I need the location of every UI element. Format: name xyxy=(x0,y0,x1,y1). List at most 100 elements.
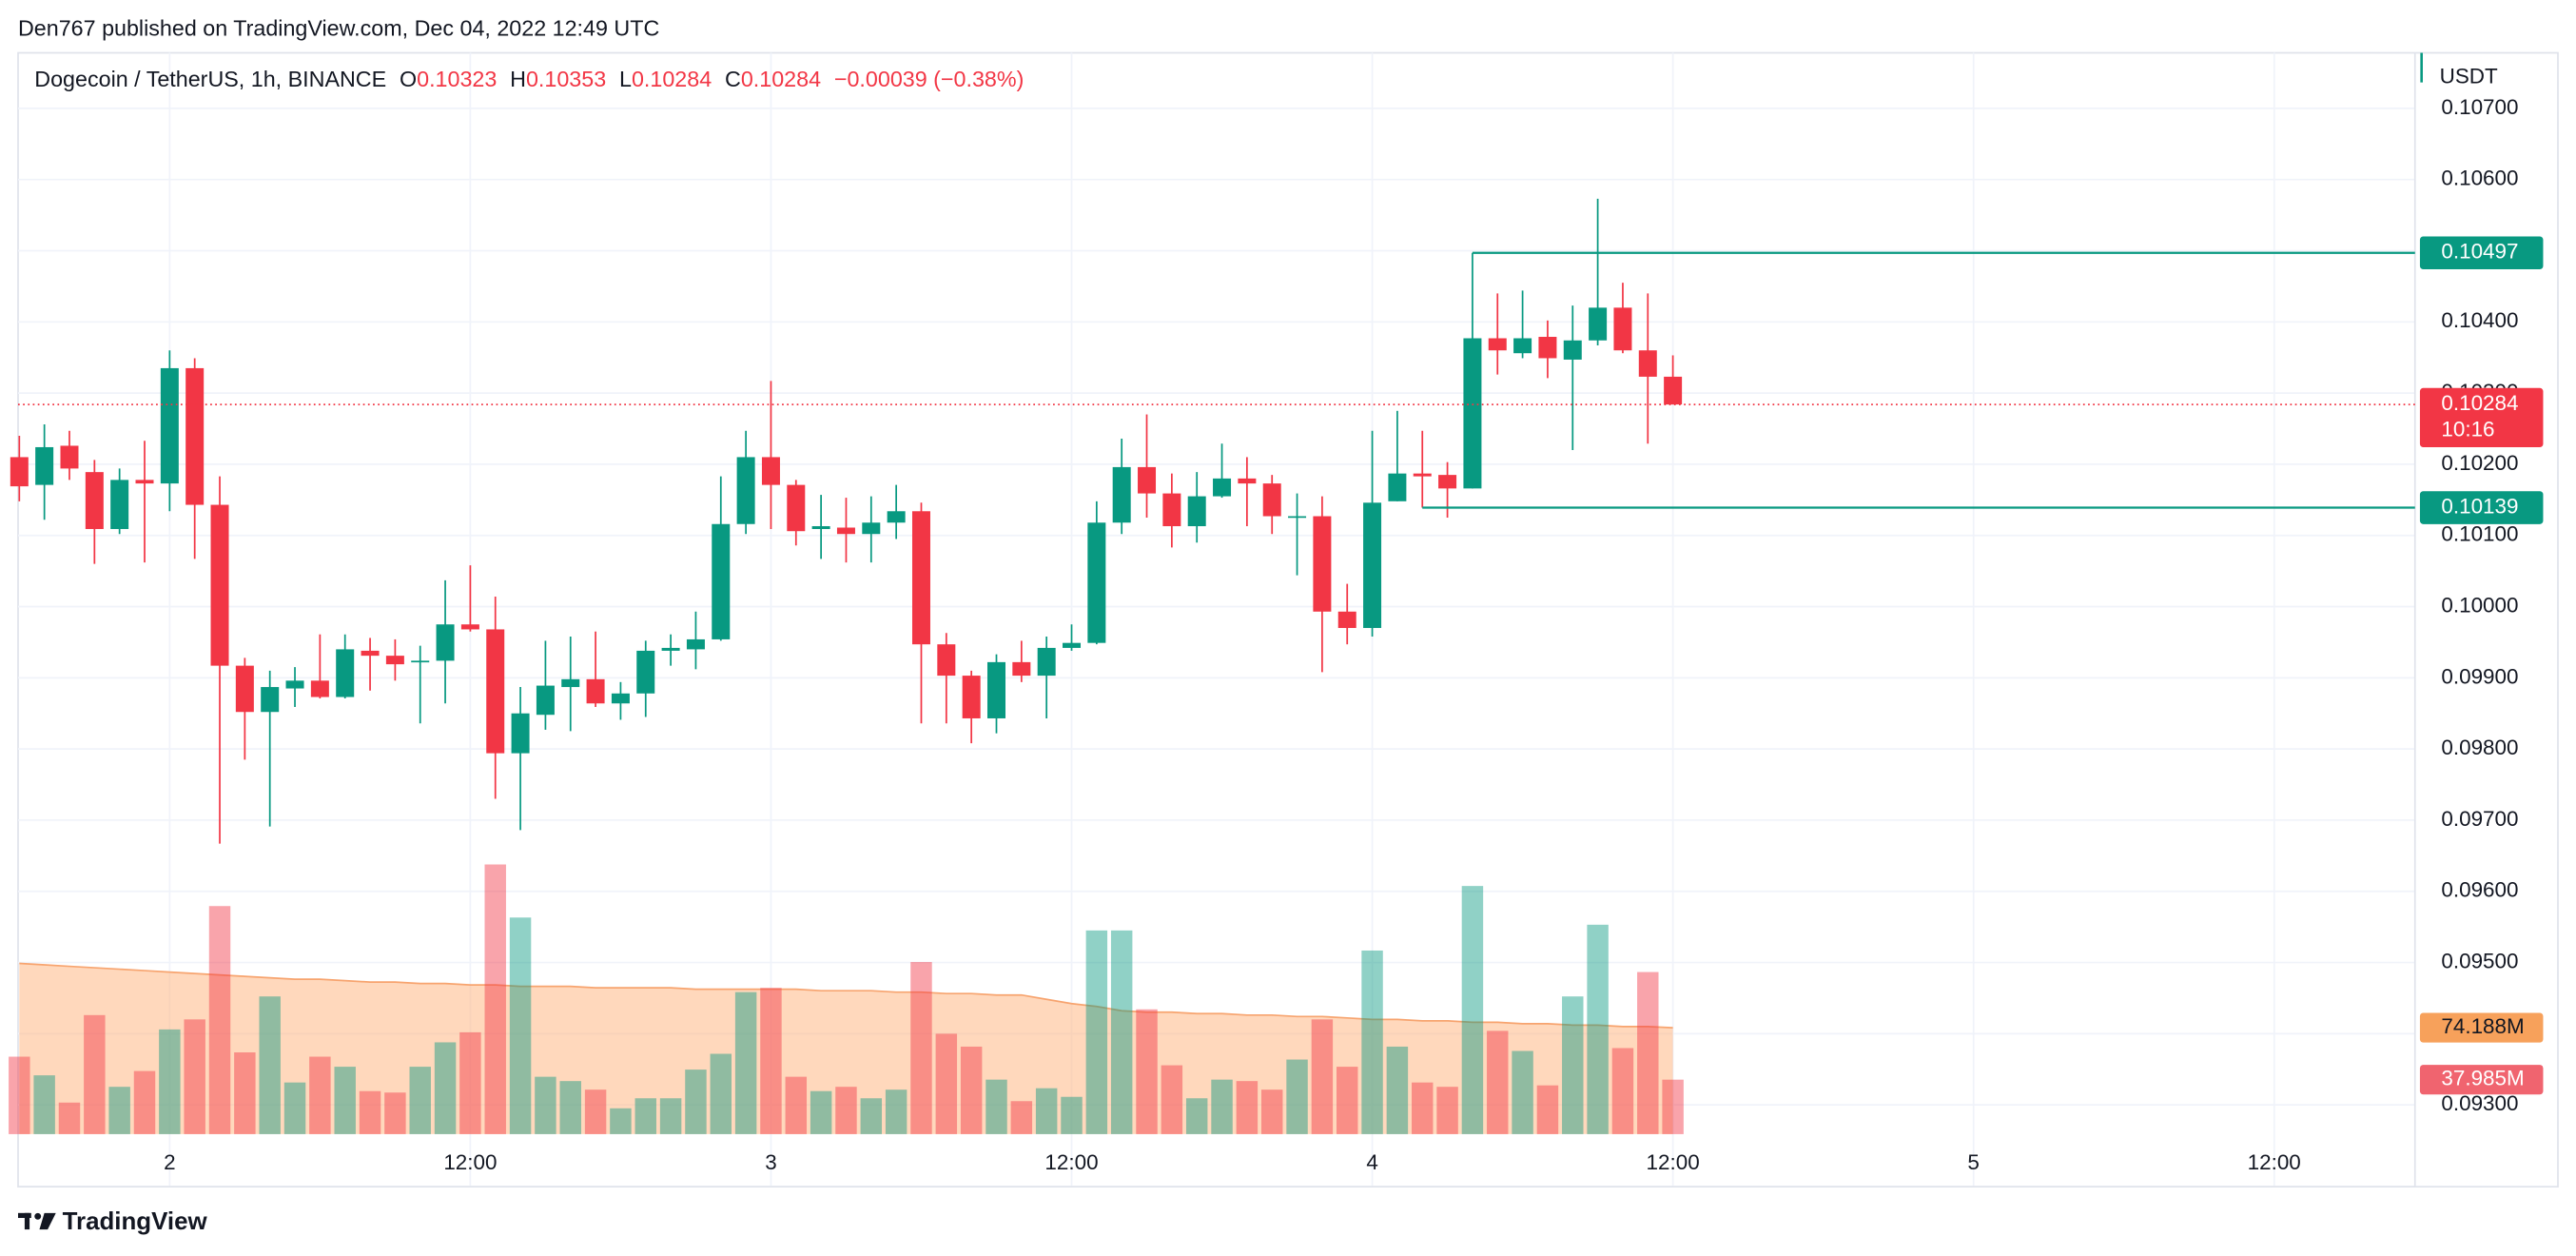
candle-body xyxy=(937,644,956,677)
volume-bar xyxy=(1536,1085,1559,1134)
candle-body xyxy=(611,693,630,704)
candle-body xyxy=(185,367,205,505)
volume-bar xyxy=(1611,1048,1634,1134)
candle-body xyxy=(1538,337,1557,359)
candle-body xyxy=(1238,478,1257,484)
candle-body xyxy=(887,511,906,523)
candle-body xyxy=(1664,376,1683,405)
volume-bar xyxy=(910,962,932,1134)
volume-bar xyxy=(1361,950,1383,1134)
candle-body xyxy=(586,678,605,704)
y-tick-label: 0.10400 xyxy=(2441,308,2518,332)
volume-bar xyxy=(384,1092,406,1134)
brand: TradingView xyxy=(63,1208,208,1235)
volume-bar xyxy=(885,1089,907,1134)
price-tag xyxy=(2419,236,2544,270)
logo-part xyxy=(34,1212,42,1220)
last-price-label: 0.10284 xyxy=(2441,391,2518,415)
candle-body xyxy=(1613,307,1632,351)
volume-bar xyxy=(1662,1079,1684,1134)
volume-bar xyxy=(960,1046,983,1134)
volume-bar xyxy=(535,1076,556,1134)
candle-body xyxy=(761,457,780,485)
volume-bar xyxy=(1337,1067,1358,1134)
volume-bar xyxy=(1386,1046,1409,1134)
logo-part xyxy=(39,1212,56,1230)
volume-bar xyxy=(986,1079,1007,1134)
volume-bar xyxy=(1260,1089,1283,1134)
volume-ma-label: 74.188M xyxy=(2441,1014,2524,1038)
volume-bar xyxy=(1010,1101,1033,1134)
candle-body xyxy=(862,522,881,535)
y-tick-label: 0.10200 xyxy=(2441,451,2518,475)
volume-tag xyxy=(2419,1065,2544,1095)
candle-body xyxy=(811,525,830,529)
price-tag-label: 0.10139 xyxy=(2441,494,2518,518)
candle-body xyxy=(1313,516,1332,612)
countdown-label: 10:16 xyxy=(2441,418,2494,442)
legend: Dogecoin / TetherUS, 1h, BINANCE O0.10323… xyxy=(34,67,1024,91)
candle-body xyxy=(712,523,731,639)
volume-bar xyxy=(1035,1088,1058,1134)
volume-bar xyxy=(334,1067,356,1134)
volume-bar xyxy=(133,1070,156,1134)
candle-body xyxy=(1488,338,1507,351)
candle-body xyxy=(1589,307,1608,341)
candle-body xyxy=(361,650,380,657)
volume-bar xyxy=(734,991,757,1134)
brand-logo xyxy=(17,1212,56,1230)
volume-bar xyxy=(1487,1030,1509,1134)
volume-bar xyxy=(434,1042,457,1134)
legend-value: 0.10323 xyxy=(417,67,497,91)
volume-bar xyxy=(1512,1050,1533,1134)
candle-body xyxy=(1112,466,1131,523)
candle-body xyxy=(261,687,280,713)
volume-bar xyxy=(1562,996,1584,1134)
candle-body xyxy=(1138,466,1157,494)
price-tag-label: 0.10497 xyxy=(2441,240,2518,264)
y-tick-label: 0.09600 xyxy=(2441,878,2518,902)
volume-ma-line xyxy=(19,962,1673,1029)
volume-bar xyxy=(584,1089,607,1134)
candle-body xyxy=(1087,522,1106,643)
volume-bar xyxy=(1061,1096,1083,1134)
price-tag xyxy=(2419,491,2544,524)
candle-body xyxy=(1162,493,1181,526)
volume-ma-area xyxy=(19,963,1673,1134)
x-tick-label: 4 xyxy=(1366,1150,1377,1174)
legend-value: 0.10284 xyxy=(632,67,712,91)
candle-body xyxy=(1513,338,1532,354)
volume-bar xyxy=(634,1098,656,1134)
candle-body xyxy=(962,676,981,718)
legend-key: C xyxy=(725,67,741,91)
volume-bar xyxy=(409,1067,431,1134)
candle-body xyxy=(1037,647,1056,677)
candle-body xyxy=(1337,611,1356,628)
volume-bar xyxy=(234,1052,256,1134)
y-tick-label: 0.10600 xyxy=(2441,167,2518,190)
currency-label: USDT xyxy=(2440,64,2498,88)
volume-bar xyxy=(9,1056,30,1134)
x-tick-label: 12:00 xyxy=(2248,1150,2301,1174)
volume-bar xyxy=(1461,886,1484,1134)
candle-body xyxy=(160,367,179,484)
x-tick-label: 5 xyxy=(1967,1150,1979,1174)
candle-body xyxy=(736,457,755,524)
candle-body xyxy=(1563,340,1582,360)
legend-key: L xyxy=(619,67,632,91)
volume-bar xyxy=(1136,1009,1158,1134)
y-tick-label: 0.09700 xyxy=(2441,807,2518,831)
candle-body xyxy=(1388,473,1407,501)
x-tick-label: 12:00 xyxy=(1044,1150,1098,1174)
candle-body xyxy=(210,504,229,666)
legend-change: −0.00039 (−0.38%) xyxy=(834,67,1024,91)
candle-body xyxy=(1363,502,1382,628)
x-tick-label: 12:00 xyxy=(443,1150,497,1174)
volume-bar xyxy=(108,1087,130,1134)
volume-bar xyxy=(860,1098,883,1134)
volume-bar xyxy=(1185,1098,1208,1134)
symbol-title: Dogecoin / TetherUS, 1h, BINANCE xyxy=(34,67,386,91)
volume-bar xyxy=(459,1031,481,1134)
volume-bar xyxy=(33,1075,55,1134)
